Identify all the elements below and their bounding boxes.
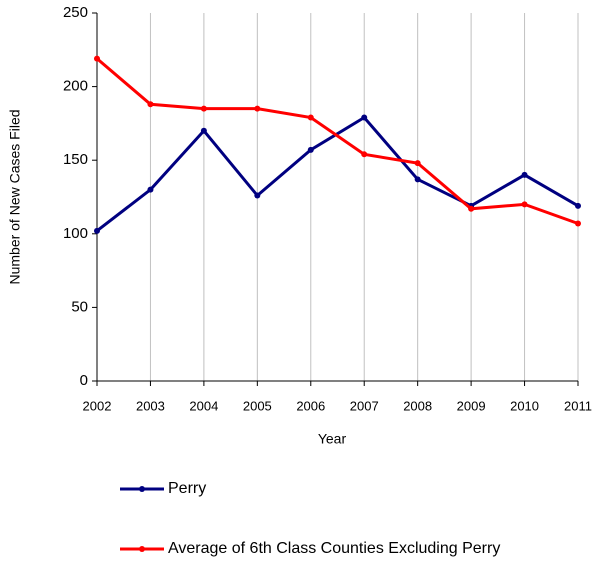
- data-point: [147, 101, 154, 108]
- data-point: [361, 151, 368, 158]
- x-tick-label: 2003: [136, 398, 165, 413]
- data-point: [521, 171, 528, 178]
- data-point: [468, 205, 475, 212]
- x-tick-label: 2011: [564, 398, 592, 413]
- legend-entry: Average of 6th Class Counties Excluding …: [120, 538, 568, 559]
- legend-label: Average of 6th Class Counties Excluding …: [168, 540, 501, 557]
- data-point: [307, 114, 314, 121]
- series-line: [96, 57, 579, 225]
- data-point: [200, 105, 207, 112]
- legend-entry: Perry: [120, 478, 568, 499]
- x-tick-label: 2002: [83, 398, 112, 413]
- data-point: [94, 55, 100, 62]
- x-tick-label: 2008: [403, 398, 432, 413]
- data-point: [94, 227, 100, 234]
- data-point: [414, 160, 421, 167]
- x-tick-label: 2010: [510, 398, 539, 413]
- legend-label: Perry: [168, 480, 207, 497]
- data-point: [414, 176, 421, 183]
- x-tick-label: 2006: [296, 398, 325, 413]
- x-tick-label: 2009: [457, 398, 486, 413]
- y-tick-label: 50: [71, 298, 88, 315]
- data-point: [361, 114, 368, 121]
- x-tick-label: 2005: [243, 398, 272, 413]
- series-line: [96, 115, 579, 233]
- x-axis-label: Year: [318, 431, 347, 447]
- y-tick-label: 200: [63, 78, 88, 95]
- data-point: [521, 201, 528, 208]
- y-axis-label: Number of New Cases Filed: [7, 109, 23, 284]
- y-tick-label: 150: [63, 151, 88, 168]
- y-tick-label: 0: [80, 372, 88, 389]
- data-point: [254, 105, 261, 112]
- y-tick-label: 250: [63, 4, 88, 21]
- data-point: [307, 146, 314, 153]
- data-point: [254, 192, 261, 199]
- data-point: [575, 220, 581, 227]
- data-point: [147, 186, 154, 193]
- x-tick-label: 2004: [189, 398, 218, 413]
- data-point: [575, 202, 581, 209]
- legend-swatch: [120, 538, 164, 558]
- legend-swatch: [120, 478, 164, 498]
- x-tick-label: 2007: [350, 398, 379, 413]
- y-tick-label: 100: [63, 225, 88, 242]
- data-point: [200, 127, 207, 134]
